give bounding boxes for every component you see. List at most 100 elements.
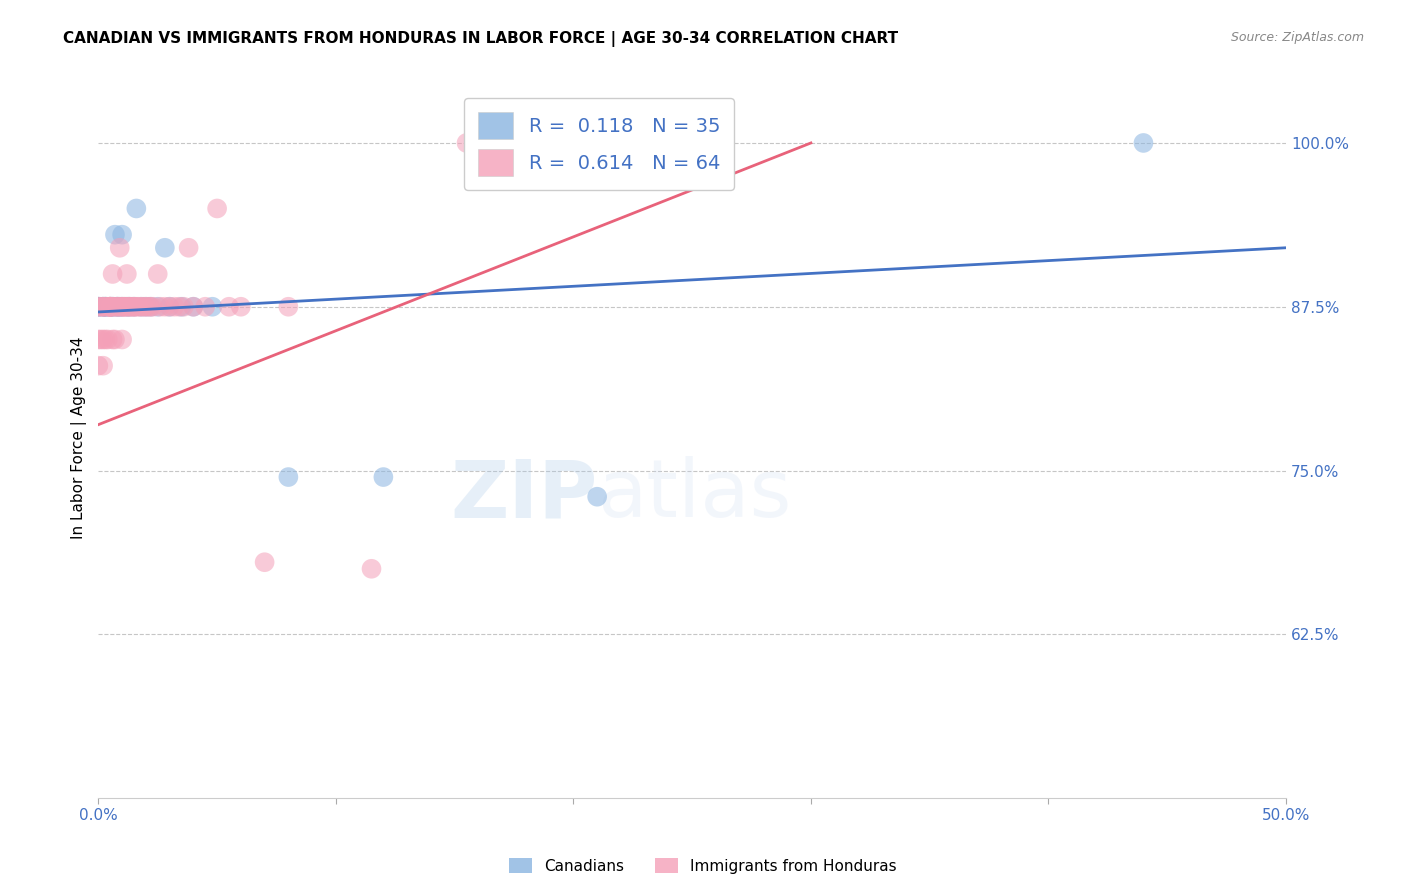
Point bbox=[253, 555, 276, 569]
Point bbox=[132, 300, 155, 314]
Y-axis label: In Labor Force | Age 30-34: In Labor Force | Age 30-34 bbox=[72, 336, 87, 539]
Point bbox=[97, 333, 120, 347]
Text: ZIP: ZIP bbox=[450, 457, 598, 534]
Point bbox=[159, 300, 181, 314]
Point bbox=[87, 333, 110, 347]
Point bbox=[153, 300, 176, 314]
Point bbox=[121, 300, 143, 314]
Point bbox=[183, 300, 205, 314]
Point bbox=[115, 300, 138, 314]
Point bbox=[111, 300, 134, 314]
Legend: Canadians, Immigrants from Honduras: Canadians, Immigrants from Honduras bbox=[503, 852, 903, 880]
Point bbox=[167, 300, 190, 314]
Point bbox=[142, 300, 165, 314]
Point bbox=[90, 333, 112, 347]
Point bbox=[111, 333, 134, 347]
Point bbox=[105, 300, 128, 314]
Point bbox=[94, 300, 117, 314]
Point bbox=[360, 562, 382, 576]
Point bbox=[122, 300, 145, 314]
Point bbox=[159, 300, 181, 314]
Point bbox=[118, 300, 141, 314]
Point bbox=[98, 300, 121, 314]
Point bbox=[108, 241, 131, 255]
Point bbox=[146, 267, 169, 281]
Point bbox=[139, 300, 162, 314]
Point bbox=[153, 241, 176, 255]
Point bbox=[149, 300, 172, 314]
Point bbox=[104, 333, 127, 347]
Point bbox=[183, 300, 205, 314]
Legend: R =  0.118   N = 35, R =  0.614   N = 64: R = 0.118 N = 35, R = 0.614 N = 64 bbox=[464, 98, 734, 190]
Point bbox=[135, 300, 157, 314]
Point bbox=[114, 300, 136, 314]
Point bbox=[91, 300, 114, 314]
Point bbox=[177, 241, 200, 255]
Point bbox=[94, 300, 117, 314]
Point bbox=[91, 300, 114, 314]
Point bbox=[139, 300, 162, 314]
Point bbox=[97, 300, 120, 314]
Point bbox=[98, 300, 121, 314]
Point bbox=[98, 300, 121, 314]
Point bbox=[87, 359, 110, 373]
Point bbox=[91, 300, 114, 314]
Point bbox=[111, 227, 134, 242]
Point bbox=[105, 300, 128, 314]
Point bbox=[125, 300, 148, 314]
Point bbox=[104, 227, 127, 242]
Point bbox=[87, 300, 110, 314]
Point bbox=[111, 300, 134, 314]
Point bbox=[87, 300, 110, 314]
Point bbox=[115, 267, 138, 281]
Point bbox=[108, 300, 131, 314]
Point bbox=[173, 300, 195, 314]
Point bbox=[91, 359, 114, 373]
Point bbox=[128, 300, 150, 314]
Point bbox=[201, 300, 224, 314]
Point bbox=[90, 300, 112, 314]
Point bbox=[104, 300, 127, 314]
Point bbox=[115, 300, 138, 314]
Point bbox=[101, 300, 124, 314]
Point bbox=[125, 202, 148, 216]
Point bbox=[114, 300, 136, 314]
Point bbox=[91, 300, 114, 314]
Text: atlas: atlas bbox=[598, 457, 792, 534]
Text: CANADIAN VS IMMIGRANTS FROM HONDURAS IN LABOR FORCE | AGE 30-34 CORRELATION CHAR: CANADIAN VS IMMIGRANTS FROM HONDURAS IN … bbox=[63, 31, 898, 47]
Point bbox=[87, 300, 110, 314]
Point bbox=[136, 300, 159, 314]
Point bbox=[586, 490, 609, 504]
Point bbox=[118, 300, 141, 314]
Point bbox=[87, 300, 110, 314]
Point bbox=[456, 136, 478, 150]
Point bbox=[277, 470, 299, 484]
Point bbox=[94, 300, 117, 314]
Point bbox=[146, 300, 169, 314]
Point bbox=[122, 300, 145, 314]
Point bbox=[101, 333, 124, 347]
Point bbox=[98, 300, 121, 314]
Point bbox=[129, 300, 152, 314]
Point bbox=[105, 300, 128, 314]
Point bbox=[94, 333, 117, 347]
Point bbox=[108, 300, 131, 314]
Text: Source: ZipAtlas.com: Source: ZipAtlas.com bbox=[1230, 31, 1364, 45]
Point bbox=[98, 300, 121, 314]
Point bbox=[122, 300, 145, 314]
Point bbox=[170, 300, 193, 314]
Point bbox=[277, 300, 299, 314]
Point bbox=[129, 300, 152, 314]
Point bbox=[101, 300, 124, 314]
Point bbox=[373, 470, 395, 484]
Point bbox=[1132, 136, 1154, 150]
Point bbox=[98, 300, 121, 314]
Point bbox=[101, 267, 124, 281]
Point bbox=[163, 300, 186, 314]
Point bbox=[91, 333, 114, 347]
Point bbox=[229, 300, 252, 314]
Point bbox=[111, 300, 134, 314]
Point bbox=[94, 300, 117, 314]
Point bbox=[101, 300, 124, 314]
Point bbox=[205, 202, 228, 216]
